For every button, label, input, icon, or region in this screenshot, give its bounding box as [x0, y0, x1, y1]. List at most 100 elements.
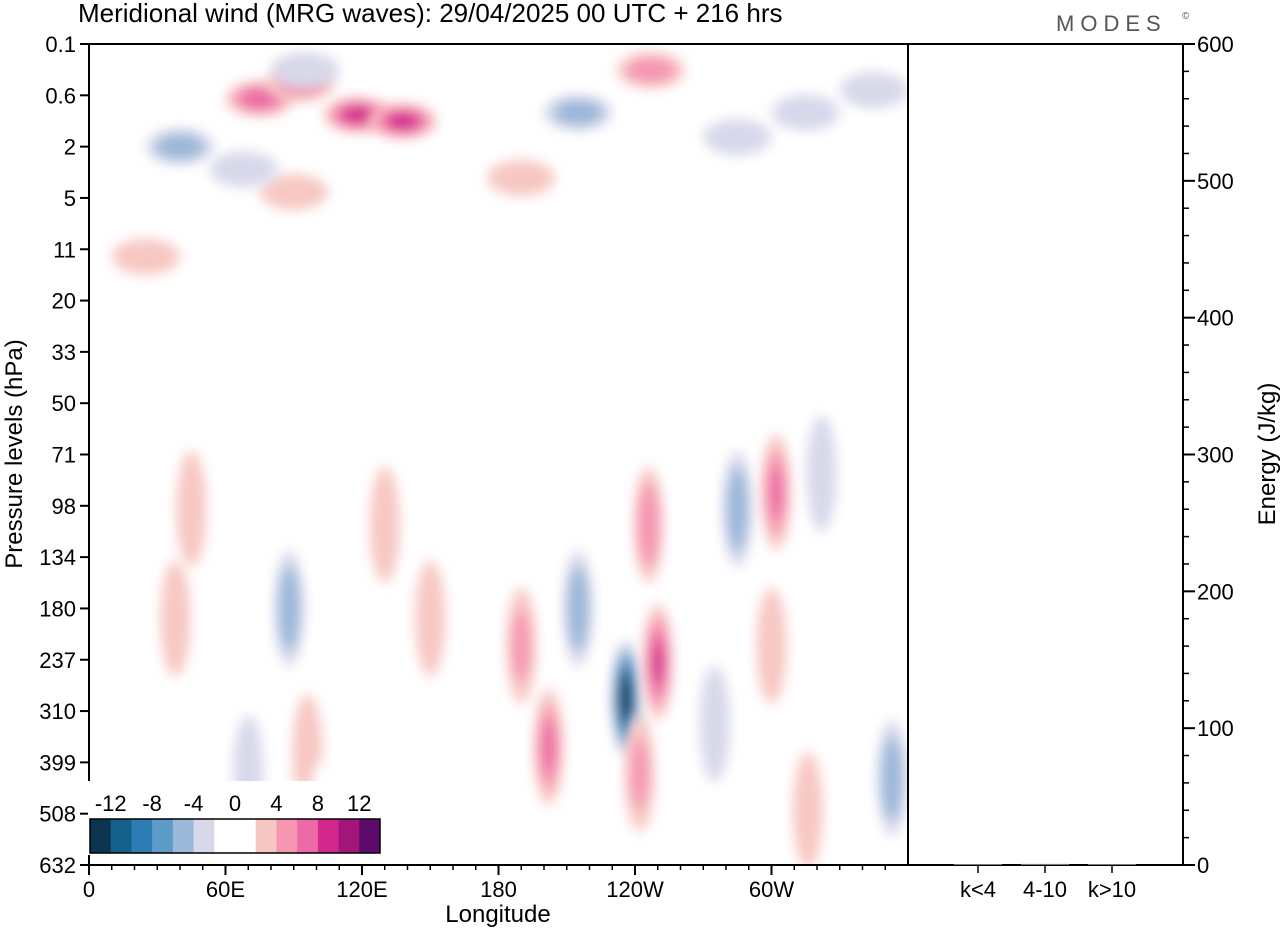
colorbar-swatch [235, 819, 257, 853]
colorbar-label: -4 [184, 791, 204, 816]
energy-tick-label: 400 [1197, 306, 1234, 331]
chart-title: Meridional wind (MRG waves): 29/04/2025 … [78, 0, 783, 28]
contour-blob [274, 550, 305, 667]
x-tick-label: 0 [83, 877, 95, 902]
contour-blob [146, 128, 214, 165]
energy-tick-label: 300 [1197, 443, 1234, 468]
contour-band [705, 688, 724, 760]
contour-blob [449, 451, 480, 568]
colorbar-swatch [172, 819, 195, 853]
y-tick-label: 11 [53, 237, 76, 262]
contour-blob [722, 451, 753, 568]
contour-blob [487, 159, 556, 196]
contour-band [272, 180, 315, 204]
contour-band [449, 451, 480, 568]
contour-blob [96, 332, 127, 449]
contour-band [284, 59, 327, 82]
y-tick-label: 237 [39, 648, 76, 673]
contour-band [282, 582, 296, 635]
energy-axis-label: Energy (J/kg) [1254, 383, 1280, 526]
contour-blob [616, 52, 685, 89]
energy-tick-label: 600 [1197, 32, 1234, 57]
contour-blob [111, 238, 180, 275]
contour-band [730, 483, 745, 535]
contour-band [96, 332, 127, 449]
heatmap-field [96, 52, 908, 865]
contour-band [298, 716, 317, 789]
contour-blob [792, 752, 823, 865]
contour-band [784, 101, 827, 124]
contour-blob [563, 550, 594, 667]
contour-blob [176, 451, 207, 568]
colorbar-swatch [317, 819, 340, 853]
energy-bar [954, 864, 1002, 865]
contour-blob [533, 689, 564, 806]
colorbar-label: 8 [312, 791, 324, 816]
x-tick-label: 60W [749, 877, 794, 902]
colorbar-swatch [359, 819, 381, 853]
y-tick-label: 71 [52, 443, 76, 468]
contour-blob [633, 466, 664, 583]
energy-tick-label: 200 [1197, 579, 1234, 604]
colorbar-label: 0 [229, 791, 241, 816]
contour-band [164, 138, 196, 155]
contour-blob [209, 151, 278, 188]
contour-blob [271, 52, 340, 89]
contour-blob [369, 466, 400, 583]
y-tick-label: 50 [52, 391, 76, 416]
contour-blob [839, 72, 908, 109]
contour-band [716, 126, 759, 149]
y-tick-label: 0.6 [45, 83, 76, 108]
energy-category-label: k<4 [960, 877, 996, 902]
colorbar-label: 12 [347, 791, 371, 816]
colorbar-swatch [110, 819, 132, 853]
brand-logo: MODES [1056, 11, 1167, 36]
energy-axis-ticks: 0 100 200 300 400 500 600 [1183, 32, 1234, 878]
contour-blob [624, 715, 655, 832]
colorbar-label: -12 [95, 791, 127, 816]
contour-blob [642, 604, 673, 721]
y-tick-label: 508 [39, 802, 76, 827]
contour-blob [160, 560, 191, 677]
contour-blob [544, 94, 613, 131]
contour-band [182, 473, 201, 545]
contour-band [622, 686, 630, 711]
contour-blob [761, 434, 792, 551]
contour-band [762, 610, 781, 682]
x-axis-ticks: 0 60E 120E 180 120W 60W [83, 865, 886, 902]
energy-bars [954, 863, 1136, 865]
contour-band [347, 109, 368, 121]
contour-blob [806, 415, 837, 532]
colorbar-label: -8 [142, 791, 162, 816]
contour-band [512, 610, 531, 682]
y-axis-ticks: 0.1 0.6 2 5 11 20 33 50 71 98 134 180 237 310 399 508 63… [39, 32, 89, 878]
contour-band [571, 582, 585, 635]
energy-tick-label: 100 [1197, 716, 1234, 741]
contour-band [852, 79, 895, 102]
contour-band [630, 737, 649, 809]
contour-band [769, 466, 783, 519]
contour-blob [703, 119, 772, 156]
contour-band [500, 166, 543, 190]
energy-tick-label: 500 [1197, 169, 1234, 194]
contour-band [247, 92, 272, 105]
contour-band [635, 62, 667, 79]
x-tick-label: 60E [206, 877, 245, 902]
contour-blob [771, 94, 840, 131]
colorbar-swatch [297, 819, 319, 853]
colorbar-swatch [214, 819, 236, 853]
contour-blob [756, 587, 787, 704]
y-tick-label: 0.1 [45, 32, 76, 57]
x-tick-label: 120W [606, 877, 664, 902]
contour-blob [225, 80, 294, 117]
colorbar-label: 4 [270, 791, 282, 816]
contour-band [166, 582, 185, 655]
contour-blob [368, 103, 437, 140]
colorbar-swatch [193, 819, 215, 853]
y-tick-label: 2 [64, 135, 76, 160]
energy-category-labels: k<4 4-10 k>10 [960, 865, 1136, 902]
contour-blob [699, 665, 730, 782]
x-tick-label: 180 [480, 877, 517, 902]
energy-bar [1088, 864, 1136, 865]
